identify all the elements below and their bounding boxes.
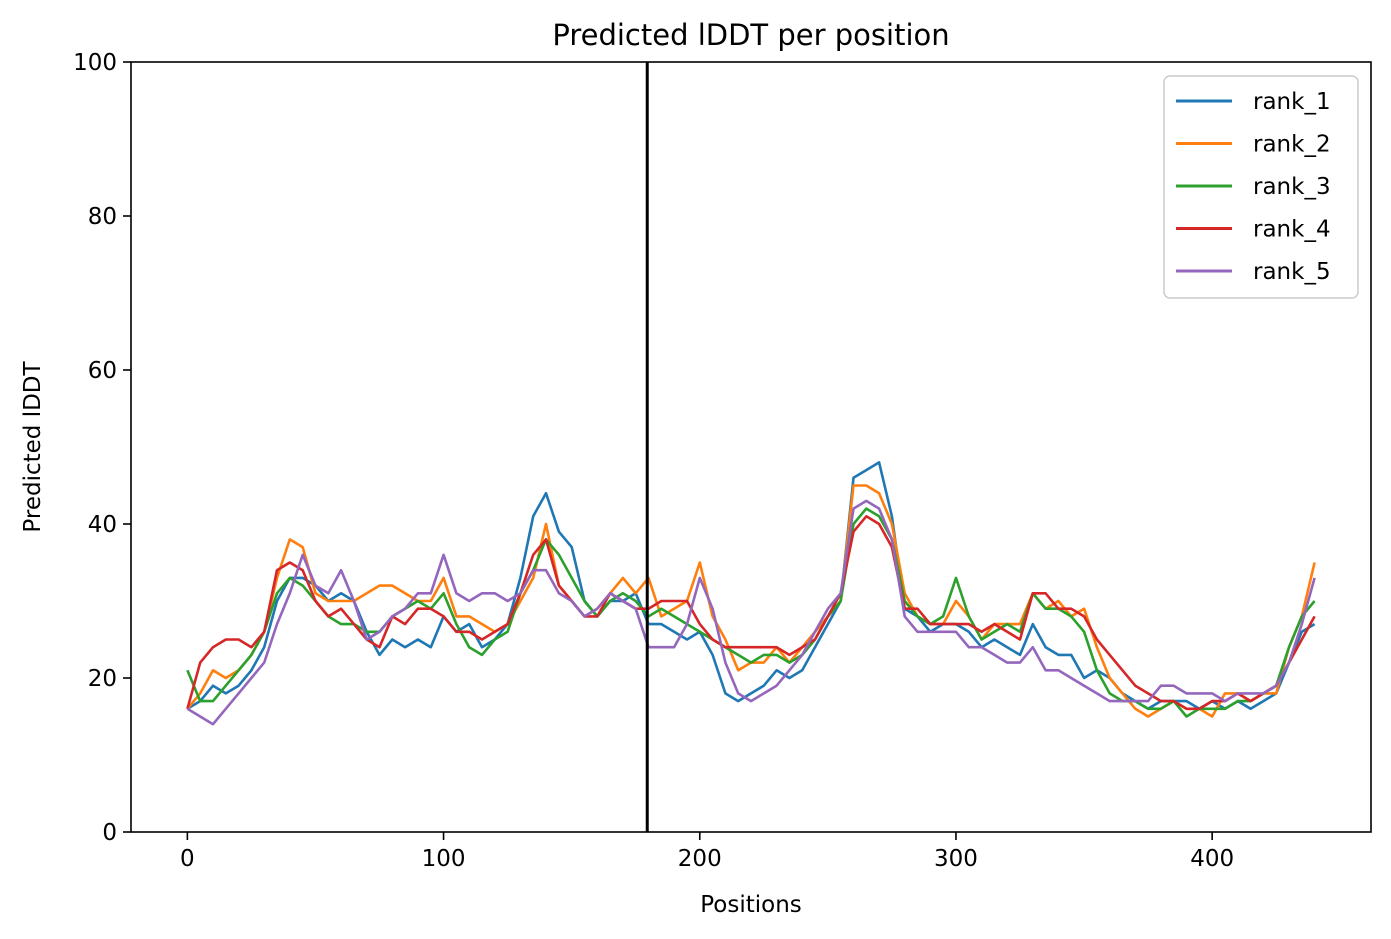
x-tick-label: 400 (1190, 846, 1234, 872)
x-tick-label: 300 (934, 846, 978, 872)
y-tick-label: 100 (73, 50, 117, 76)
legend-label: rank_5 (1253, 259, 1331, 285)
series-line-5 (186, 499, 1316, 726)
x-tick-label: 0 (180, 846, 195, 872)
y-tick-label: 0 (102, 820, 117, 846)
x-tick-label: 100 (422, 846, 466, 872)
x-axis: 0 100 200 300 400 (180, 832, 1234, 872)
y-tick-label: 60 (88, 358, 117, 384)
series-line-4 (186, 515, 1316, 711)
legend-box (1163, 75, 1359, 299)
legend-label: rank_4 (1253, 217, 1331, 243)
x-tick-label: 200 (678, 846, 722, 872)
series-line-1 (186, 461, 1316, 711)
y-axis-label: Predicted lDDT (20, 360, 46, 532)
y-tick-label: 20 (88, 666, 117, 692)
y-tick-label: 40 (88, 512, 117, 538)
y-tick-label: 80 (88, 204, 117, 230)
chart-title: Predicted lDDT per position (552, 18, 949, 52)
legend-label: rank_3 (1253, 174, 1331, 200)
plot-area (186, 62, 1316, 832)
y-axis: 0 20 40 60 80 100 (73, 50, 131, 846)
x-axis-label: Positions (700, 892, 802, 918)
legend-label: rank_2 (1253, 132, 1331, 158)
legend-label: rank_1 (1253, 89, 1331, 115)
plot-frame (130, 61, 1372, 833)
legend: rank_1 rank_2 rank_3 rank_4 rank_5 (1163, 75, 1359, 299)
